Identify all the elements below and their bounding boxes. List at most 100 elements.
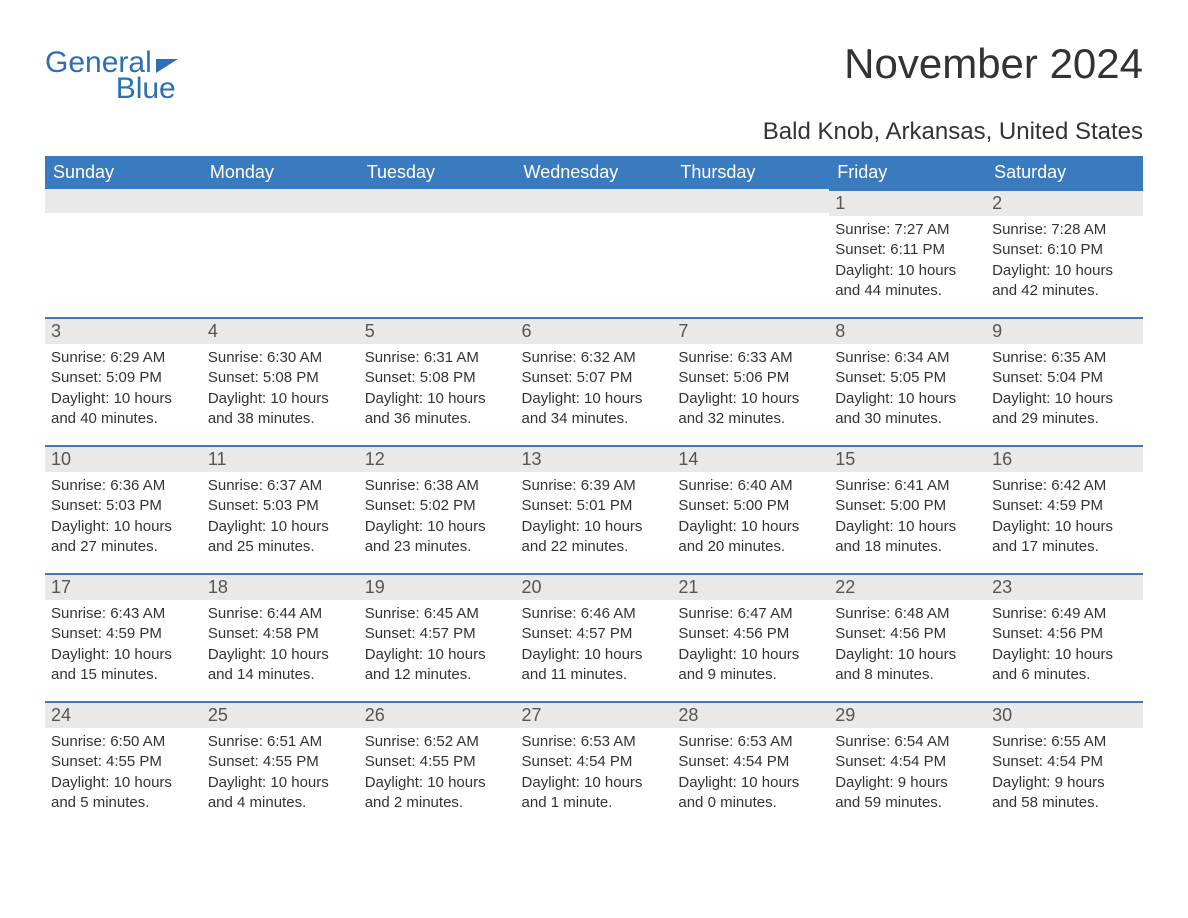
sunset-line: Sunset: 6:11 PM [835, 240, 980, 260]
month-title: November 2024 [844, 40, 1143, 88]
sunset-line: Sunset: 5:02 PM [365, 496, 510, 516]
daylight-line-1: Daylight: 10 hours [522, 517, 667, 537]
sunrise-line: Sunrise: 6:31 AM [365, 348, 510, 368]
day-details: Sunrise: 6:52 AMSunset: 4:55 PMDaylight:… [359, 732, 516, 819]
calendar-day-cell: 19Sunrise: 6:45 AMSunset: 4:57 PMDayligh… [359, 573, 516, 701]
day-number: 5 [359, 317, 516, 344]
calendar-day-cell: 13 Sunrise: 6:39 AMSunset: 5:01 PMDayligh… [516, 445, 673, 573]
empty-day-bar [516, 189, 673, 213]
sunset-line: Sunset: 5:07 PM [522, 368, 667, 388]
sunrise-line: Sunrise: 6:34 AM [835, 348, 980, 368]
calendar-day-cell: 11Sunrise: 6:37 AMSunset: 5:03 PMDayligh… [202, 445, 359, 573]
calendar-week-row: 24Sunrise: 6:50 AMSunset: 4:55 PMDayligh… [45, 701, 1143, 829]
daylight-line-2: and 20 minutes. [678, 537, 823, 557]
daylight-line-1: Daylight: 10 hours [365, 645, 510, 665]
day-details: Sunrise: 6:38 AMSunset: 5:02 PMDaylight:… [359, 476, 516, 563]
daylight-line-1: Daylight: 10 hours [678, 517, 823, 537]
daylight-line-2: and 11 minutes. [522, 665, 667, 685]
daylight-line-1: Daylight: 10 hours [992, 645, 1137, 665]
day-number: 11 [202, 445, 359, 472]
day-number: 1 [829, 189, 986, 216]
day-details: Sunrise: 6:39 AMSunset: 5:01 PMDaylight:… [516, 476, 673, 563]
calendar-day-cell: 10 Sunrise: 6:36 AMSunset: 5:03 PMDayligh… [45, 445, 202, 573]
logo-word2: Blue [116, 74, 176, 104]
daylight-line-2: and 36 minutes. [365, 409, 510, 429]
day-number: 15 [829, 445, 986, 472]
day-number: 8 [829, 317, 986, 344]
sunset-line: Sunset: 5:00 PM [835, 496, 980, 516]
day-details: Sunrise: 7:28 AMSunset: 6:10 PMDaylight:… [986, 220, 1143, 307]
daylight-line-1: Daylight: 10 hours [208, 645, 353, 665]
logo-triangle-icon [156, 59, 178, 73]
sunrise-line: Sunrise: 6:44 AM [208, 604, 353, 624]
day-details: Sunrise: 6:29 AMSunset: 5:09 PMDaylight:… [45, 348, 202, 435]
day-number: 28 [672, 701, 829, 728]
day-details: Sunrise: 6:33 AMSunset: 5:06 PMDaylight:… [672, 348, 829, 435]
sunset-line: Sunset: 5:03 PM [51, 496, 196, 516]
daylight-line-1: Daylight: 10 hours [992, 261, 1137, 281]
daylight-line-2: and 34 minutes. [522, 409, 667, 429]
calendar-table: SundayMondayTuesdayWednesdayThursdayFrid… [45, 156, 1143, 829]
daylight-line-2: and 27 minutes. [51, 537, 196, 557]
day-number: 12 [359, 445, 516, 472]
calendar-week-row: 3 Sunrise: 6:29 AMSunset: 5:09 PMDaylight… [45, 317, 1143, 445]
calendar-day-cell: 14Sunrise: 6:40 AMSunset: 5:00 PMDayligh… [672, 445, 829, 573]
sunset-line: Sunset: 4:57 PM [522, 624, 667, 644]
calendar-header-row: SundayMondayTuesdayWednesdayThursdayFrid… [45, 156, 1143, 189]
daylight-line-2: and 44 minutes. [835, 281, 980, 301]
daylight-line-2: and 40 minutes. [51, 409, 196, 429]
daylight-line-2: and 38 minutes. [208, 409, 353, 429]
sunrise-line: Sunrise: 6:39 AM [522, 476, 667, 496]
daylight-line-1: Daylight: 10 hours [208, 773, 353, 793]
empty-day-bar [359, 189, 516, 213]
sunrise-line: Sunrise: 6:33 AM [678, 348, 823, 368]
sunrise-line: Sunrise: 7:27 AM [835, 220, 980, 240]
day-details: Sunrise: 6:34 AMSunset: 5:05 PMDaylight:… [829, 348, 986, 435]
day-number: 25 [202, 701, 359, 728]
weekday-header: Friday [829, 156, 986, 189]
day-number: 3 [45, 317, 202, 344]
sunset-line: Sunset: 5:01 PM [522, 496, 667, 516]
daylight-line-1: Daylight: 10 hours [51, 773, 196, 793]
calendar-day-cell: 15Sunrise: 6:41 AMSunset: 5:00 PMDayligh… [829, 445, 986, 573]
sunrise-line: Sunrise: 6:48 AM [835, 604, 980, 624]
day-number: 17 [45, 573, 202, 600]
day-details: Sunrise: 6:32 AMSunset: 5:07 PMDaylight:… [516, 348, 673, 435]
sunrise-line: Sunrise: 6:49 AM [992, 604, 1137, 624]
empty-day-bar [202, 189, 359, 213]
calendar-day-cell: 17Sunrise: 6:43 AMSunset: 4:59 PMDayligh… [45, 573, 202, 701]
calendar-day-cell: 6Sunrise: 6:32 AMSunset: 5:07 PMDaylight… [516, 317, 673, 445]
day-number: 13 [516, 445, 673, 472]
calendar-day-cell: 18Sunrise: 6:44 AMSunset: 4:58 PMDayligh… [202, 573, 359, 701]
day-number: 23 [986, 573, 1143, 600]
calendar-day-cell: 4Sunrise: 6:30 AMSunset: 5:08 PMDaylight… [202, 317, 359, 445]
day-number: 18 [202, 573, 359, 600]
sunset-line: Sunset: 4:57 PM [365, 624, 510, 644]
sunset-line: Sunset: 5:04 PM [992, 368, 1137, 388]
daylight-line-1: Daylight: 10 hours [992, 517, 1137, 537]
calendar-day-cell: 9Sunrise: 6:35 AMSunset: 5:04 PMDaylight… [986, 317, 1143, 445]
day-details: Sunrise: 6:49 AMSunset: 4:56 PMDaylight:… [986, 604, 1143, 691]
daylight-line-1: Daylight: 10 hours [208, 517, 353, 537]
calendar-week-row: 1Sunrise: 7:27 AMSunset: 6:11 PMDaylight… [45, 189, 1143, 317]
daylight-line-2: and 14 minutes. [208, 665, 353, 685]
sunrise-line: Sunrise: 6:42 AM [992, 476, 1137, 496]
daylight-line-1: Daylight: 10 hours [208, 389, 353, 409]
daylight-line-2: and 0 minutes. [678, 793, 823, 813]
sunrise-line: Sunrise: 6:41 AM [835, 476, 980, 496]
day-details: Sunrise: 6:36 AMSunset: 5:03 PMDaylight:… [45, 476, 202, 563]
day-number: 10 [45, 445, 202, 472]
day-number: 2 [986, 189, 1143, 216]
daylight-line-2: and 42 minutes. [992, 281, 1137, 301]
day-details: Sunrise: 6:40 AMSunset: 5:00 PMDaylight:… [672, 476, 829, 563]
sunrise-line: Sunrise: 6:45 AM [365, 604, 510, 624]
weekday-header: Tuesday [359, 156, 516, 189]
day-number: 7 [672, 317, 829, 344]
day-details: Sunrise: 6:35 AMSunset: 5:04 PMDaylight:… [986, 348, 1143, 435]
day-details: Sunrise: 6:55 AMSunset: 4:54 PMDaylight:… [986, 732, 1143, 819]
daylight-line-1: Daylight: 10 hours [522, 773, 667, 793]
calendar-day-cell: 3 Sunrise: 6:29 AMSunset: 5:09 PMDaylight… [45, 317, 202, 445]
daylight-line-1: Daylight: 10 hours [992, 389, 1137, 409]
sunrise-line: Sunrise: 6:53 AM [678, 732, 823, 752]
day-details: Sunrise: 7:27 AMSunset: 6:11 PMDaylight:… [829, 220, 986, 307]
